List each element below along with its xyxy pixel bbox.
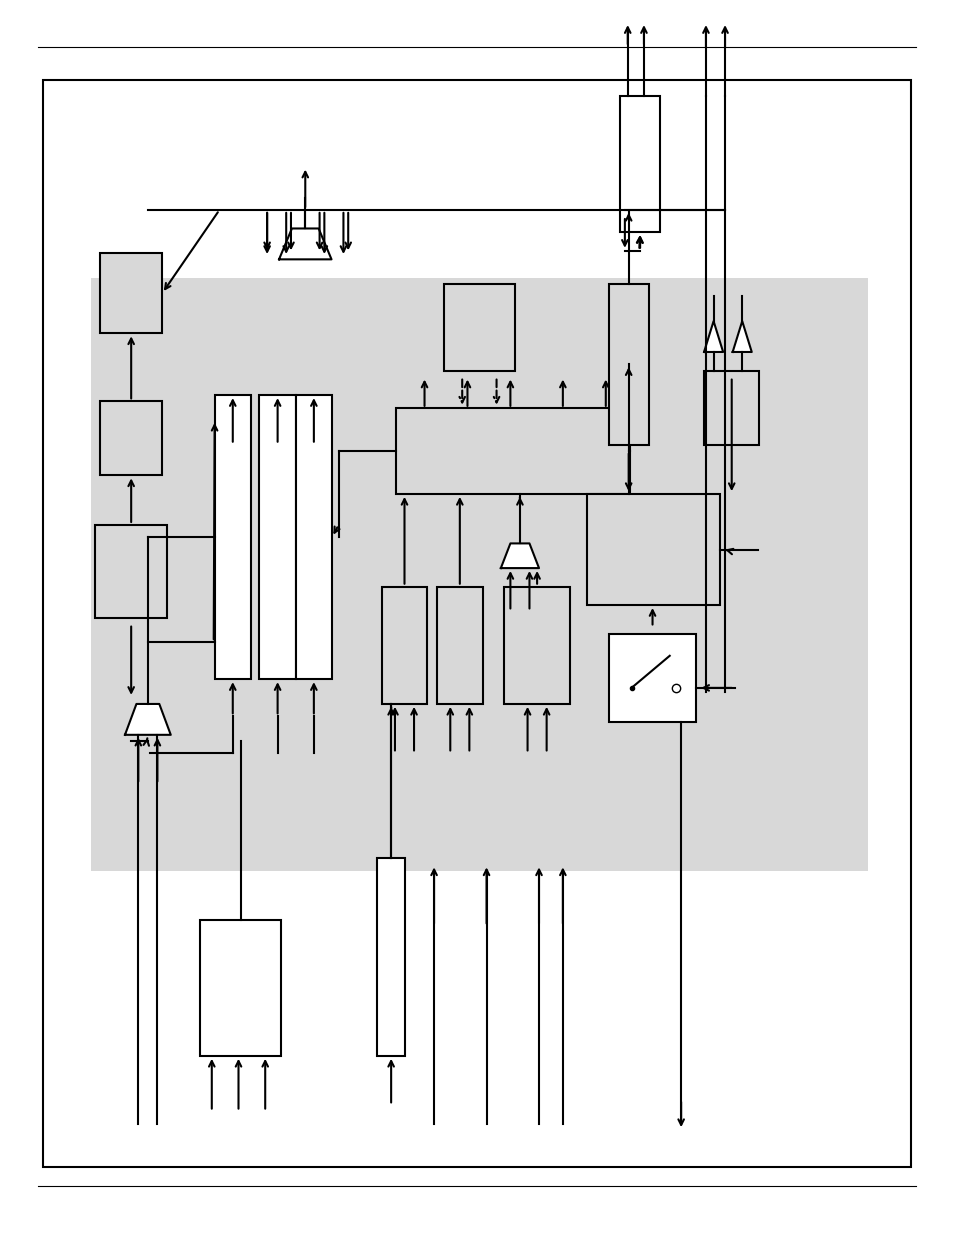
Bar — [338, 278, 867, 871]
Bar — [381, 587, 427, 704]
Bar — [43, 80, 910, 1167]
Bar — [100, 401, 162, 475]
Bar — [395, 408, 629, 494]
Bar — [200, 920, 281, 1056]
Bar — [619, 96, 659, 232]
Bar — [91, 278, 343, 871]
Bar — [608, 634, 696, 722]
Bar — [214, 395, 251, 679]
Bar — [95, 525, 167, 618]
Polygon shape — [500, 543, 538, 568]
Polygon shape — [732, 321, 751, 352]
Bar — [376, 858, 405, 1056]
Bar — [259, 395, 295, 679]
Bar — [436, 587, 482, 704]
Bar — [703, 370, 759, 445]
Bar — [608, 284, 648, 445]
Bar — [443, 284, 515, 370]
Bar — [503, 587, 570, 704]
Polygon shape — [125, 704, 171, 735]
Polygon shape — [278, 228, 332, 259]
Polygon shape — [703, 321, 722, 352]
Bar — [100, 253, 162, 333]
Bar — [295, 395, 332, 679]
Bar — [586, 494, 720, 605]
